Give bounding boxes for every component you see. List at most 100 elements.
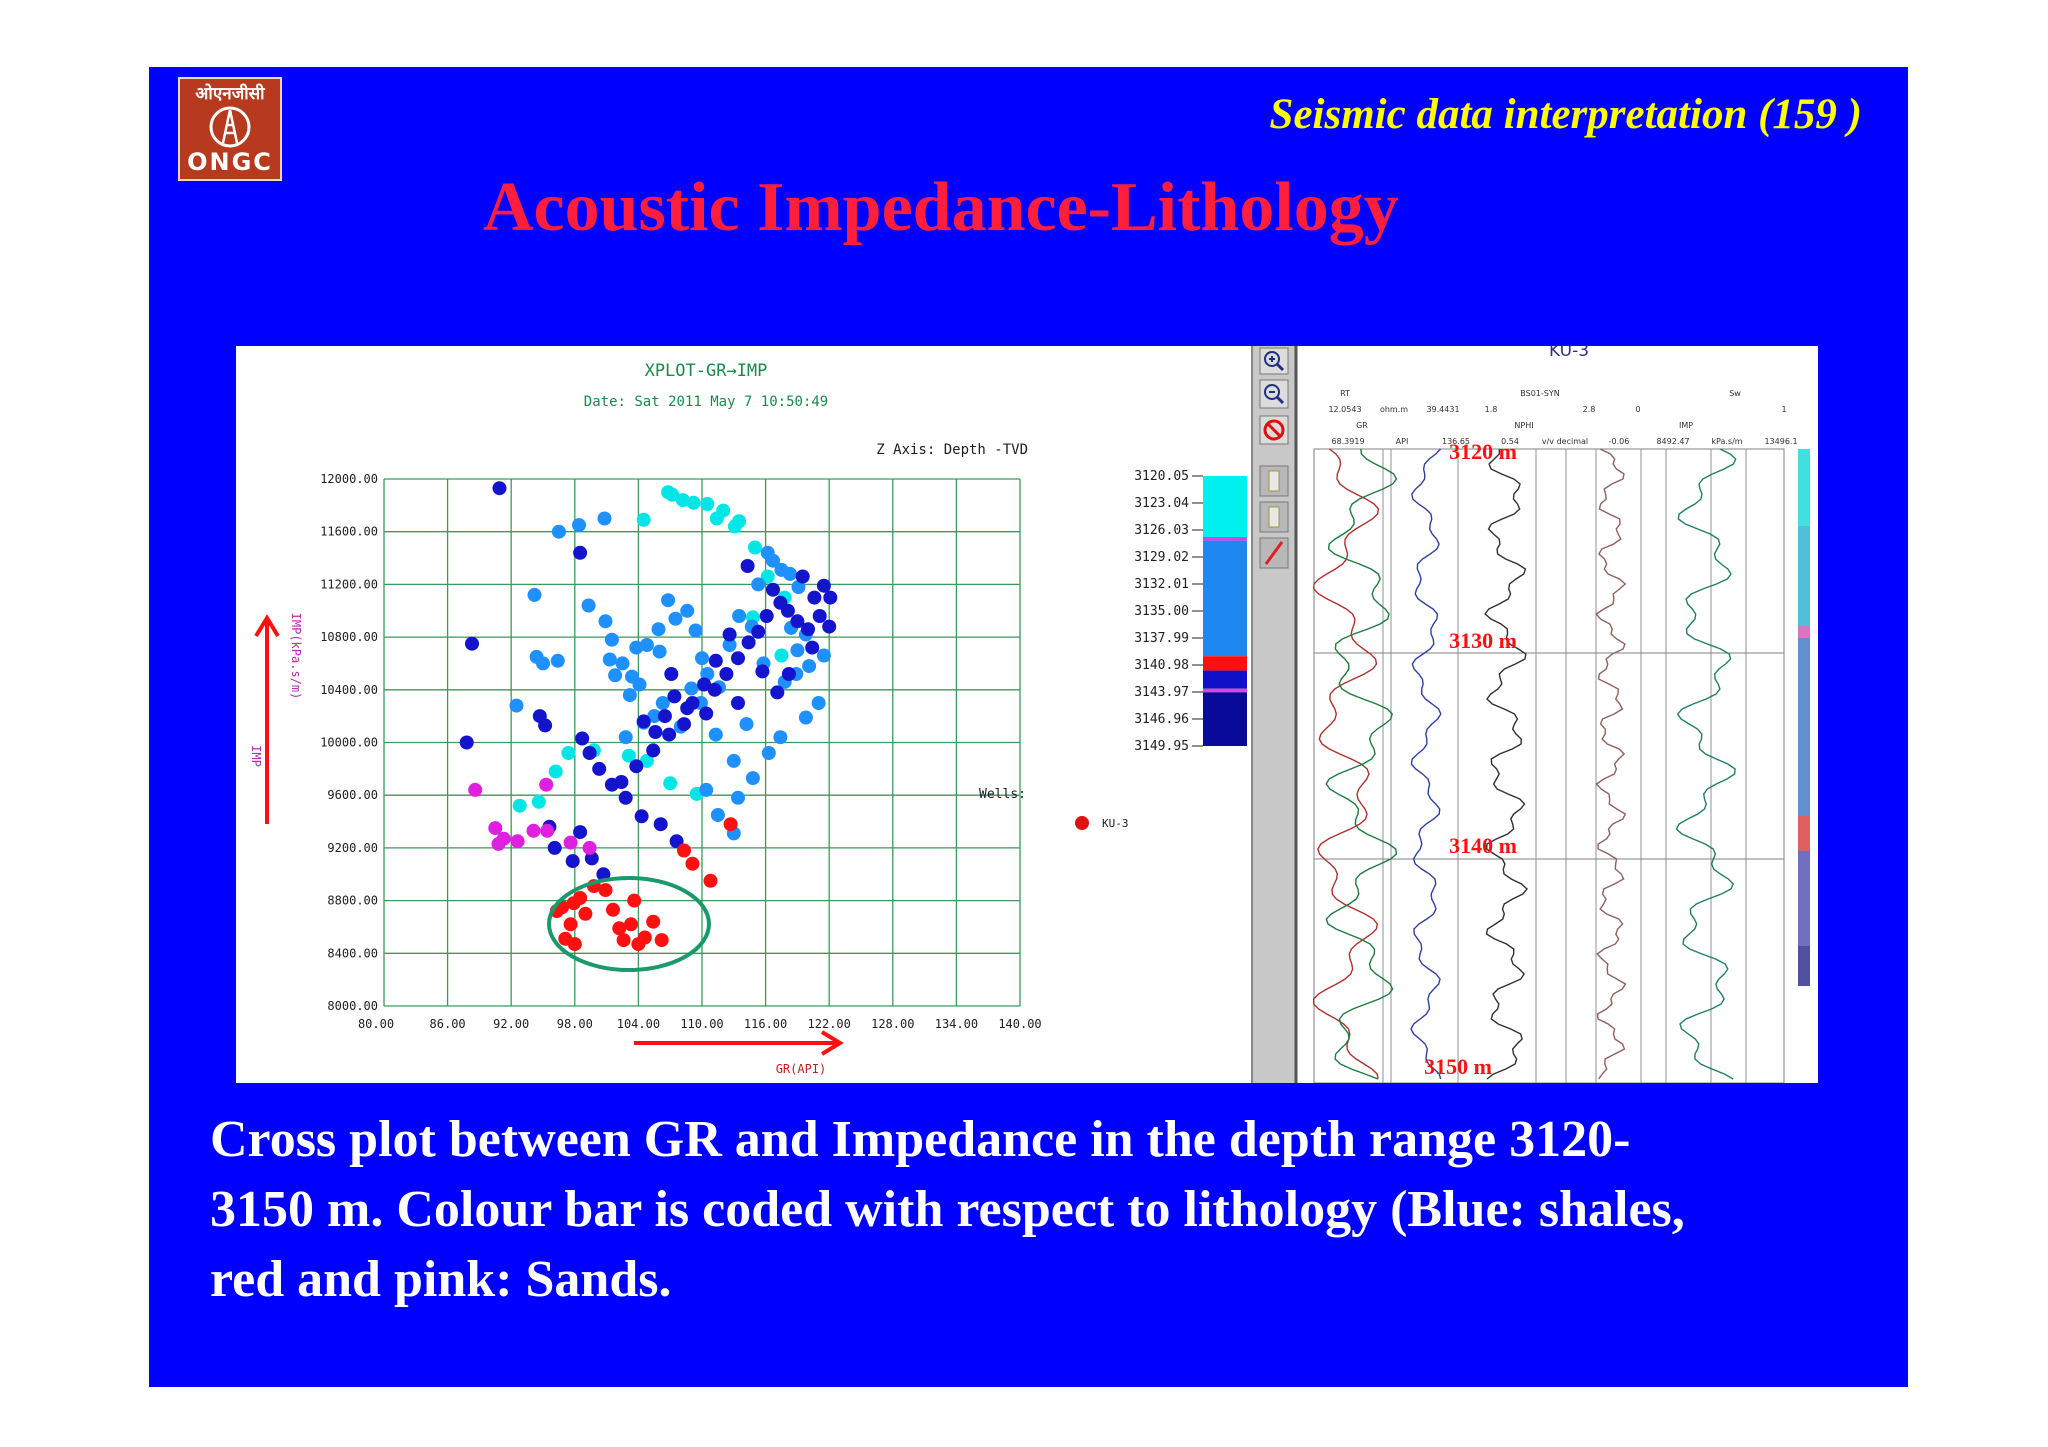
scatter-point: [664, 667, 679, 681]
z-tick-labels: 3120.05 3123.04 3126.03 3129.02 3132.01 3135.…: [1134, 469, 1203, 754]
scatter-point: [686, 495, 701, 510]
scatter-point: [551, 524, 566, 539]
colorbar-segment: [1203, 656, 1247, 671]
scatter-point: [634, 809, 649, 824]
log-header-text: NPHI: [1514, 421, 1533, 430]
y-tick-label: 12000.00: [320, 472, 378, 486]
scatter-point: [540, 823, 555, 838]
z-tick-label: 3129.02: [1134, 550, 1189, 565]
x-tick-label: 122.00: [808, 1017, 851, 1031]
scatter-point: [468, 782, 483, 797]
scatter-point: [726, 753, 741, 768]
z-tick-label: 3120.05: [1134, 469, 1189, 484]
log-header-text: kPa.s/m: [1711, 437, 1742, 446]
scatter-point: [755, 664, 770, 679]
scatter-point: [781, 667, 796, 681]
well-legend-name: KU-3: [1102, 817, 1129, 830]
scatter-point: [646, 914, 661, 929]
plot-grid: [383, 478, 1021, 1007]
well-log-headers: RT BS01-SYN Sw 12.0543 ohm.m 39.4431 1.8 2.8 0 1 G…: [1328, 389, 1797, 446]
lithology-segment: [1798, 851, 1810, 946]
log-header-text: RT: [1340, 389, 1350, 398]
lithology-segment: [1798, 526, 1810, 626]
scatter-point: [548, 764, 563, 779]
draw-line-icon[interactable]: [1259, 537, 1289, 569]
scatter-point: [732, 514, 747, 529]
scatter-point: [655, 696, 670, 710]
scatter-point: [612, 921, 627, 936]
colorbar-segment: [1203, 537, 1247, 541]
y-side-label: IMP: [249, 745, 263, 767]
scatter-point: [703, 873, 718, 888]
scatter-point: [459, 735, 474, 750]
scatter-point: [527, 587, 542, 602]
y-tick-label: 11200.00: [320, 577, 378, 591]
log-curve: [1484, 449, 1528, 1080]
zoom-in-icon[interactable]: [1259, 347, 1289, 375]
scatter-point: [760, 569, 775, 584]
scatter-point: [811, 696, 826, 710]
caption-line: 3150 m. Colour bar is coded with respect…: [210, 1181, 1685, 1238]
scatter-point: [578, 906, 593, 921]
log-header-text: 1: [1781, 405, 1786, 414]
log-header-text: v/v decimal: [1542, 437, 1588, 446]
y-tick-label: 8800.00: [327, 894, 378, 908]
scatter-point: [652, 644, 667, 659]
scatter-point: [662, 727, 677, 742]
log-header-text: 12.0543: [1328, 405, 1361, 414]
lithology-segment: [1798, 449, 1810, 526]
log-header-text: 0: [1635, 405, 1640, 414]
x-tick-label: 98.00: [557, 1017, 593, 1031]
scatter-point: [697, 677, 712, 692]
lithology-strip: [1798, 449, 1810, 986]
scatter-point: [770, 685, 785, 700]
x-tick-label: 134.00: [935, 1017, 978, 1031]
x-tick-label: 104.00: [617, 1017, 660, 1031]
scatter-point: [592, 761, 607, 776]
scatter-point: [547, 840, 562, 855]
layer-down-icon[interactable]: [1259, 501, 1289, 533]
zoom-out-icon[interactable]: [1259, 379, 1289, 409]
scatter-point: [488, 821, 503, 836]
y-tick-label: 10800.00: [320, 630, 378, 644]
scatter-point: [582, 746, 597, 760]
colorbar-segment: [1203, 540, 1247, 657]
scatter-point: [618, 730, 633, 745]
x-tick-label: 116.00: [744, 1017, 787, 1031]
scatter-point: [624, 917, 638, 932]
scatter-point: [774, 648, 789, 663]
scatter-point: [780, 603, 795, 618]
y-tick-label: 10000.00: [320, 736, 378, 750]
scatter-point: [700, 497, 715, 511]
scatter-point: [773, 730, 788, 745]
no-entry-icon[interactable]: [1259, 415, 1289, 445]
scatter-point: [739, 717, 754, 732]
scatter-point: [598, 883, 613, 898]
scatter-point: [531, 794, 546, 809]
scatter-point: [563, 917, 578, 932]
scatter-point: [761, 746, 776, 760]
scatter-point: [684, 681, 699, 696]
caption: Cross plot between GR and Impedance in t…: [210, 1105, 1890, 1315]
x-tick-label: 140.00: [998, 1017, 1041, 1031]
y-tick-label: 9600.00: [327, 788, 378, 802]
scatter-point: [639, 638, 654, 652]
well-log-title: KU-3: [1549, 346, 1589, 361]
layer-up-icon[interactable]: [1259, 465, 1289, 497]
sand-cluster-ellipse: [547, 876, 711, 972]
scatter-point: [790, 614, 805, 629]
lithology-segment: [1798, 626, 1810, 638]
scatter-point: [582, 840, 597, 855]
x-tick-label: 92.00: [493, 1017, 529, 1031]
depth-marker-label: 3140 m: [1449, 833, 1517, 858]
log-header-text: 2.8: [1583, 405, 1596, 414]
scatter-point: [575, 731, 590, 746]
caption-line: red and pink: Sands.: [210, 1251, 672, 1308]
scatter-point: [663, 776, 678, 791]
scatter-point: [722, 627, 737, 642]
log-header-text: BS01-SYN: [1520, 389, 1559, 398]
scatter-point: [629, 640, 644, 655]
lithology-segment: [1798, 946, 1810, 986]
z-tick-label: 3132.01: [1134, 577, 1189, 592]
log-header-text: ohm.m: [1380, 405, 1408, 414]
